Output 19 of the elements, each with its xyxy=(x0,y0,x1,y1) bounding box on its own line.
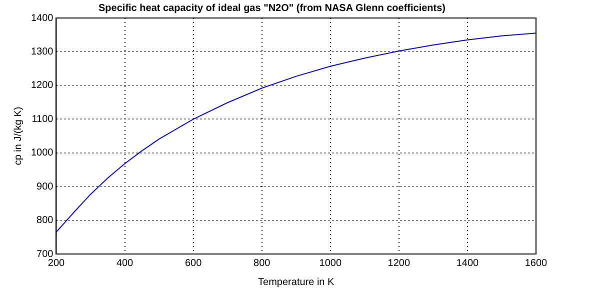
x-tick-label: 1000 xyxy=(319,258,342,269)
x-tick-label: 1200 xyxy=(388,258,410,269)
y-tick-label: 1100 xyxy=(32,114,54,125)
y-tick-label: 1200 xyxy=(30,80,54,92)
x-tick-label: 400 xyxy=(116,258,134,269)
y-tick-label: 700 xyxy=(36,248,54,260)
x-tick-label: 200 xyxy=(48,258,66,269)
y-axis-title: cp in J/(kg K) xyxy=(12,106,24,166)
x-tick-label: 800 xyxy=(254,258,271,269)
y-tick-label: 1300 xyxy=(30,46,54,58)
x-axis-title: Temperature in K xyxy=(258,276,335,288)
chart-title: Specific heat capacity of ideal gas "N2O" (from NASA Glenn coefficients) xyxy=(98,2,446,14)
x-tick-label: 1600 xyxy=(524,258,548,269)
y-tick-label: 900 xyxy=(36,181,54,192)
y-tick-label: 800 xyxy=(36,215,54,226)
y-tick-label: 1400 xyxy=(30,12,54,24)
y-tick-label: 1000 xyxy=(30,148,54,159)
x-tick-label: 600 xyxy=(184,258,202,269)
x-tick-label: 1400 xyxy=(456,258,480,269)
